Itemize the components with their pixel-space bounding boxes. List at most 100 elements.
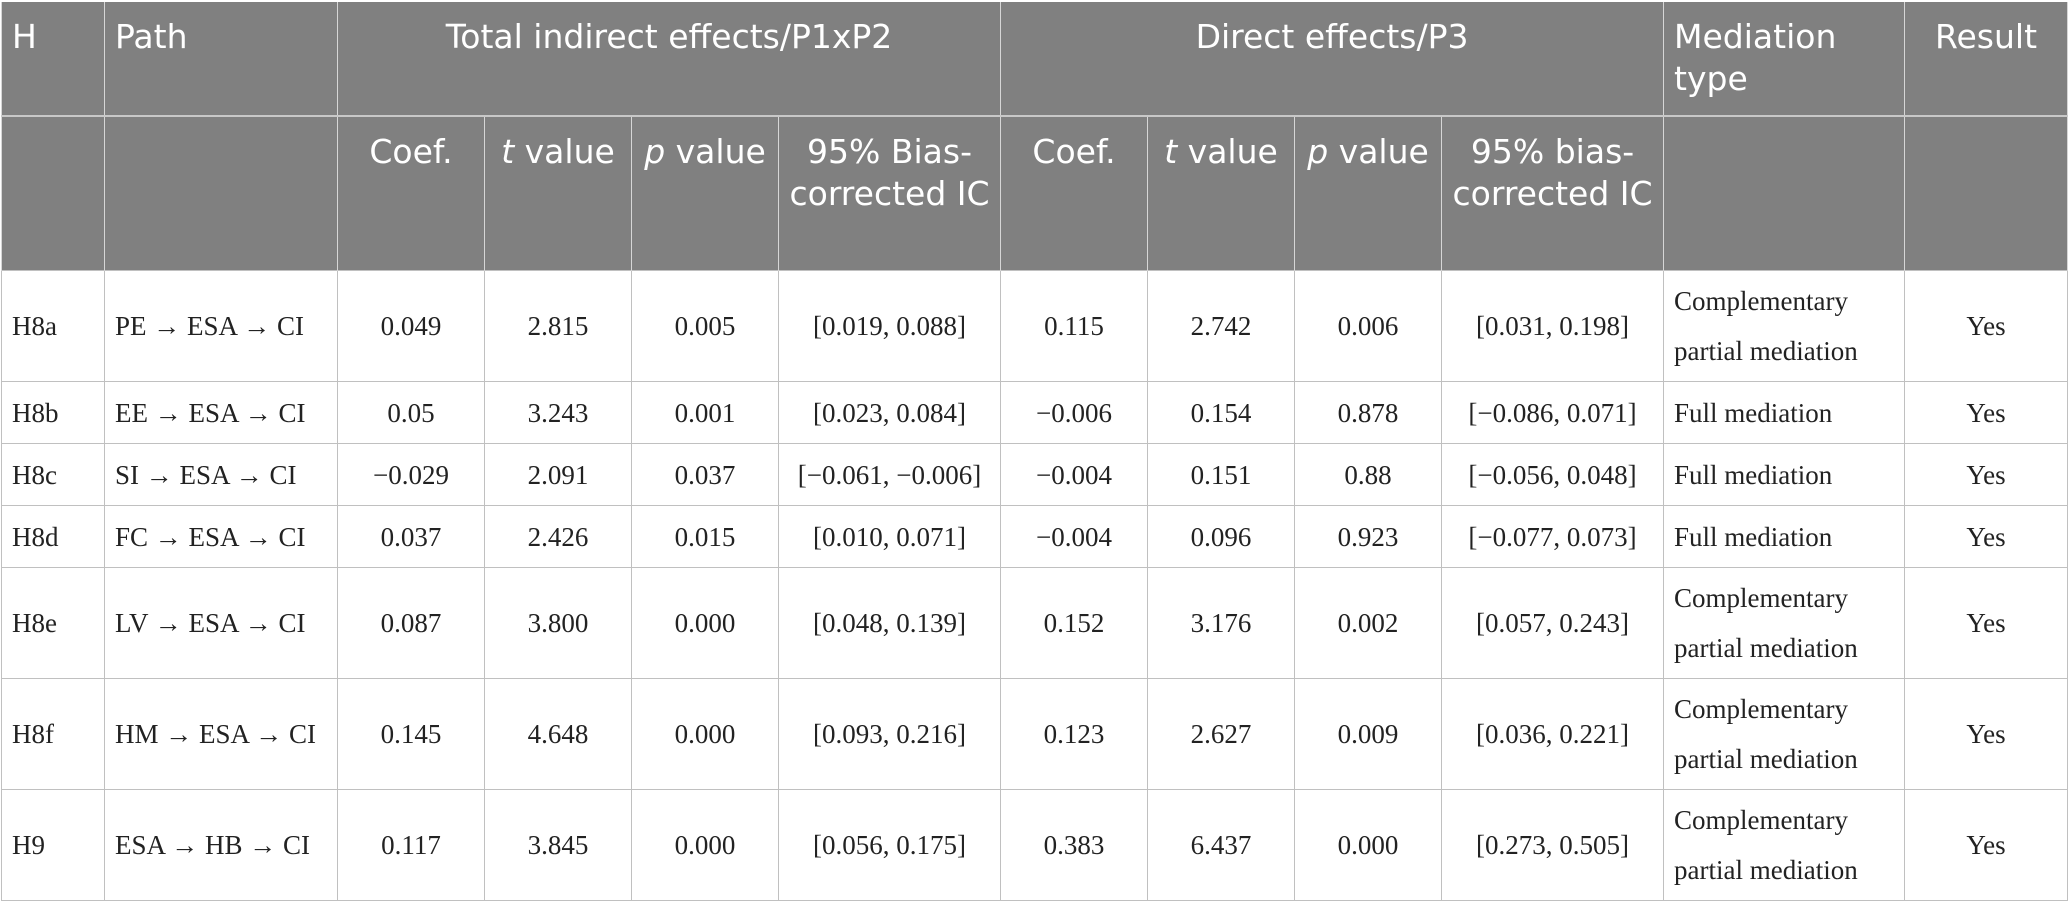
header-direct-ci: 95% bias-corrected IC — [1441, 116, 1665, 271]
cell-result: Yes — [1904, 678, 2068, 790]
header-row-sub: Coef. t value p value 95% Bias-corrected… — [1, 116, 2068, 271]
cell-ind-ci: [0.093, 0.216] — [777, 678, 1002, 790]
cell-mediation-type: Complementary partial mediation — [1663, 270, 1906, 382]
header-row-top: H Path Total indirect effects/P1xP2 Dire… — [1, 2, 2068, 117]
table-row: H8e LV → ESA → CI 0.087 3.800 0.000 [0.0… — [1, 567, 2068, 679]
cell-dir-p: 0.878 — [1294, 381, 1443, 444]
cell-path: HM → ESA → CI — [104, 678, 338, 790]
cell-path: PE → ESA → CI — [104, 270, 338, 382]
cell-path: ESA → HB → CI — [104, 789, 338, 901]
cell-ind-ci: [0.023, 0.084] — [777, 381, 1002, 444]
cell-ind-coef: 0.05 — [337, 381, 485, 444]
cell-h: H8b — [1, 381, 105, 444]
cell-path: SI → ESA → CI — [104, 443, 338, 506]
cell-dir-t: 6.437 — [1147, 789, 1296, 901]
mediation-results-table: H Path Total indirect effects/P1xP2 Dire… — [1, 2, 2068, 901]
cell-dir-coef: −0.004 — [1000, 505, 1149, 568]
cell-mediation-type: Complementary partial mediation — [1663, 678, 1906, 790]
cell-ind-p: 0.001 — [631, 381, 779, 444]
header-path: Path — [104, 2, 338, 117]
cell-dir-p: 0.88 — [1294, 443, 1443, 506]
cell-dir-t: 0.151 — [1147, 443, 1296, 506]
cell-dir-ci: [−0.056, 0.048] — [1441, 443, 1665, 506]
cell-ind-p: 0.015 — [631, 505, 779, 568]
table-row: H8f HM → ESA → CI 0.145 4.648 0.000 [0.0… — [1, 678, 2068, 790]
cell-path: LV → ESA → CI — [104, 567, 338, 679]
cell-dir-coef: −0.004 — [1000, 443, 1149, 506]
cell-ind-ci: [0.048, 0.139] — [777, 567, 1002, 679]
header-empty-type — [1663, 116, 1906, 271]
cell-h: H8f — [1, 678, 105, 790]
cell-mediation-type: Complementary partial mediation — [1663, 789, 1906, 901]
header-indirect-t: t value — [484, 116, 632, 271]
cell-result: Yes — [1904, 505, 2068, 568]
header-empty-result — [1904, 116, 2068, 271]
cell-dir-p: 0.000 — [1294, 789, 1443, 901]
cell-mediation-type: Full mediation — [1663, 443, 1906, 506]
cell-h: H9 — [1, 789, 105, 901]
header-direct-p: p value — [1294, 116, 1443, 271]
cell-ind-coef: 0.049 — [337, 270, 485, 382]
header-indirect-coef: Coef. — [337, 116, 485, 271]
cell-mediation-type: Full mediation — [1663, 381, 1906, 444]
cell-dir-t: 0.096 — [1147, 505, 1296, 568]
cell-ind-t: 3.243 — [484, 381, 632, 444]
cell-dir-ci: [0.031, 0.198] — [1441, 270, 1665, 382]
cell-ind-p: 0.037 — [631, 443, 779, 506]
cell-ind-t: 3.800 — [484, 567, 632, 679]
cell-ind-ci: [0.056, 0.175] — [777, 789, 1002, 901]
cell-ind-ci: [0.010, 0.071] — [777, 505, 1002, 568]
header-h: H — [1, 2, 105, 117]
cell-result: Yes — [1904, 567, 2068, 679]
header-indirect-ci: 95% Bias-corrected IC — [777, 116, 1002, 271]
cell-ind-p: 0.000 — [631, 678, 779, 790]
header-indirect-p: p value — [631, 116, 779, 271]
header-direct-t: t value — [1147, 116, 1296, 271]
cell-result: Yes — [1904, 381, 2068, 444]
cell-ind-p: 0.000 — [631, 789, 779, 901]
cell-ind-t: 2.426 — [484, 505, 632, 568]
cell-ind-coef: 0.117 — [337, 789, 485, 901]
cell-ind-p: 0.005 — [631, 270, 779, 382]
cell-ind-t: 4.648 — [484, 678, 632, 790]
cell-ind-t: 2.091 — [484, 443, 632, 506]
header-empty-h — [1, 116, 105, 271]
cell-path: FC → ESA → CI — [104, 505, 338, 568]
cell-dir-ci: [0.057, 0.243] — [1441, 567, 1665, 679]
table-row: H8a PE → ESA → CI 0.049 2.815 0.005 [0.0… — [1, 270, 2068, 382]
cell-ind-ci: [0.019, 0.088] — [777, 270, 1002, 382]
table-row: H8d FC → ESA → CI 0.037 2.426 0.015 [0.0… — [1, 505, 2068, 568]
cell-ind-t: 2.815 — [484, 270, 632, 382]
cell-dir-t: 3.176 — [1147, 567, 1296, 679]
cell-dir-ci: [0.273, 0.505] — [1441, 789, 1665, 901]
cell-dir-coef: 0.152 — [1000, 567, 1149, 679]
cell-dir-p: 0.009 — [1294, 678, 1443, 790]
header-empty-path — [104, 116, 338, 271]
cell-ind-coef: 0.037 — [337, 505, 485, 568]
cell-mediation-type: Full mediation — [1663, 505, 1906, 568]
cell-h: H8a — [1, 270, 105, 382]
header-result: Result — [1904, 2, 2068, 117]
cell-dir-coef: 0.115 — [1000, 270, 1149, 382]
cell-ind-coef: 0.087 — [337, 567, 485, 679]
cell-dir-ci: [0.036, 0.221] — [1441, 678, 1665, 790]
cell-result: Yes — [1904, 270, 2068, 382]
cell-dir-coef: −0.006 — [1000, 381, 1149, 444]
table-row: H8c SI → ESA → CI −0.029 2.091 0.037 [−0… — [1, 443, 2068, 506]
cell-dir-t: 2.627 — [1147, 678, 1296, 790]
cell-path: EE → ESA → CI — [104, 381, 338, 444]
cell-ind-coef: 0.145 — [337, 678, 485, 790]
header-direct-coef: Coef. — [1000, 116, 1149, 271]
cell-dir-p: 0.923 — [1294, 505, 1443, 568]
cell-h: H8c — [1, 443, 105, 506]
cell-dir-ci: [−0.086, 0.071] — [1441, 381, 1665, 444]
cell-mediation-type: Complementary partial mediation — [1663, 567, 1906, 679]
header-mediation-type: Mediation type — [1663, 2, 1906, 117]
header-total-indirect: Total indirect effects/P1xP2 — [336, 2, 1002, 117]
cell-h: H8d — [1, 505, 105, 568]
cell-result: Yes — [1904, 789, 2068, 901]
cell-ind-coef: −0.029 — [337, 443, 485, 506]
table-row: H9 ESA → HB → CI 0.117 3.845 0.000 [0.05… — [1, 789, 2068, 901]
cell-ind-ci: [−0.061, −0.006] — [777, 443, 1002, 506]
cell-dir-p: 0.006 — [1294, 270, 1443, 382]
